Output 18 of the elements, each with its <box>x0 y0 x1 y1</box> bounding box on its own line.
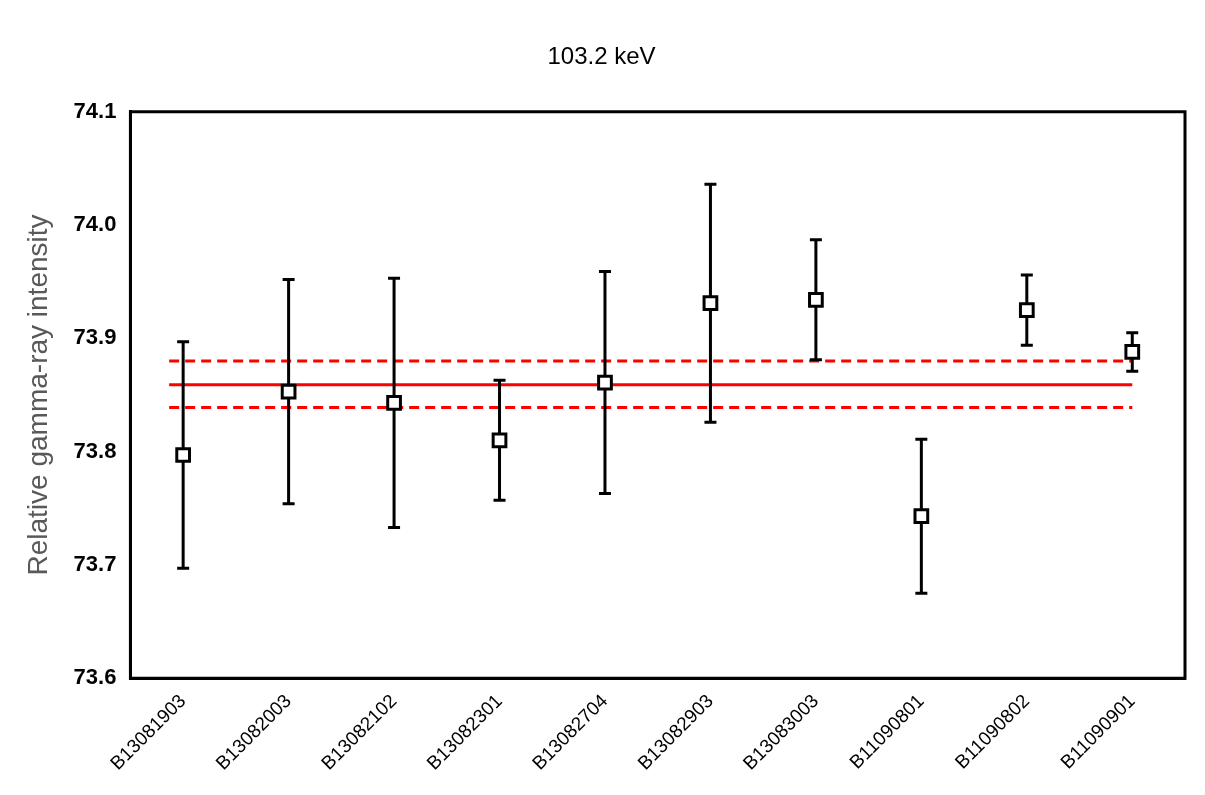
point <box>913 508 930 525</box>
y-tick-label: 74.1 <box>73 97 117 123</box>
point <box>702 295 719 312</box>
y-axis-title: Relative gamma-ray intensity <box>21 214 53 576</box>
point <box>1124 344 1141 360</box>
y-tick-label: 74.0 <box>73 211 117 237</box>
point <box>175 447 192 463</box>
y-tick-label: 73.9 <box>73 324 117 350</box>
point <box>386 395 402 411</box>
point <box>280 383 297 400</box>
y-tick-label: 73.7 <box>73 550 117 576</box>
point <box>491 432 508 449</box>
point <box>1018 302 1035 318</box>
point <box>597 374 613 391</box>
chart-title: 103.2 keV <box>547 42 656 70</box>
point <box>808 291 824 308</box>
y-tick-label: 73.8 <box>73 437 117 463</box>
y-tick-label: 73.6 <box>73 664 117 690</box>
